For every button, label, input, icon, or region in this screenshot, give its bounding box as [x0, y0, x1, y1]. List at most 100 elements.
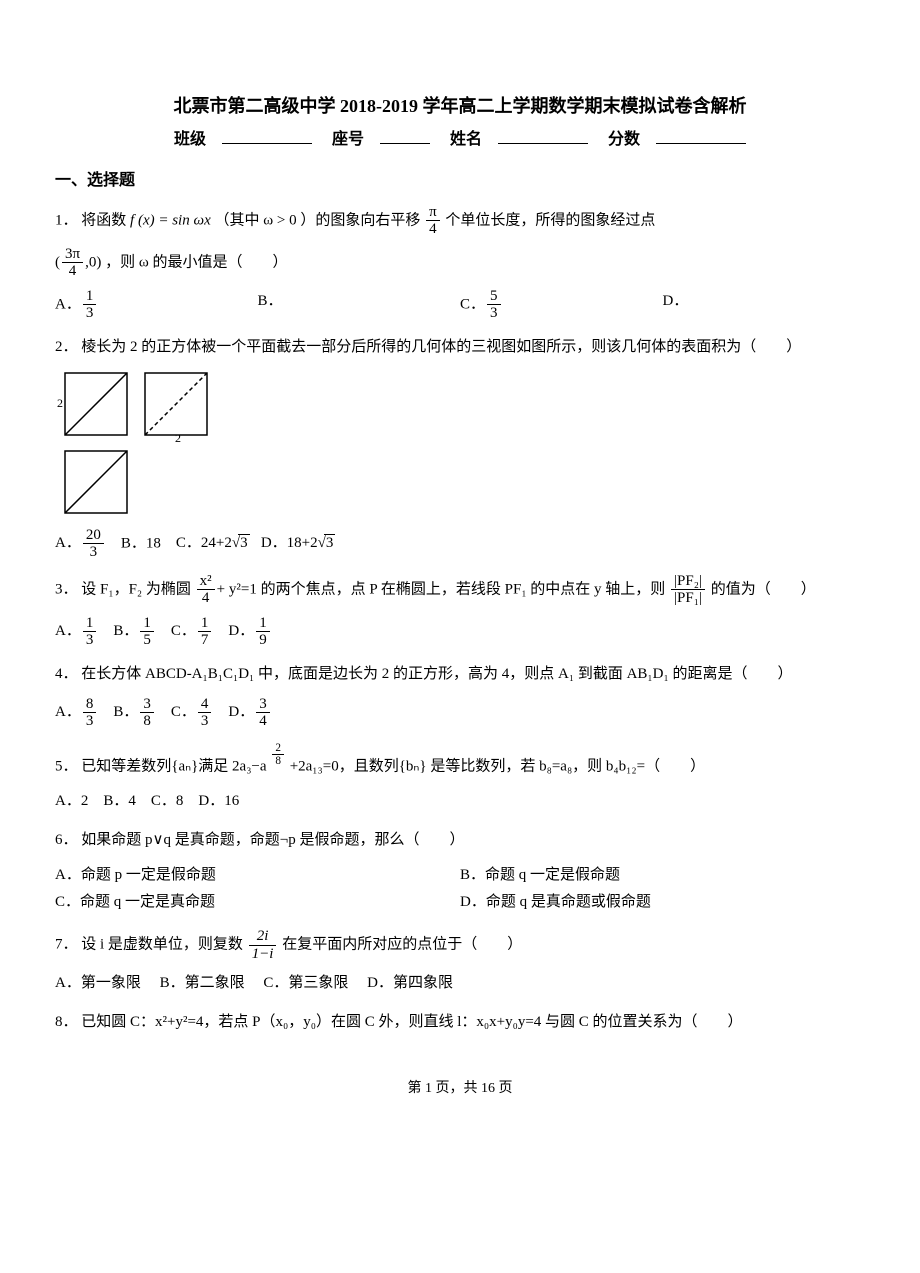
- q3-ell-rest: + y²=1: [217, 581, 257, 597]
- q2-opt-d: D．18+23: [261, 535, 336, 551]
- q3-opt-b: B．15: [113, 623, 156, 639]
- q5-sup-den: 8: [272, 755, 284, 767]
- name-blank[interactable]: [498, 127, 588, 144]
- question-1-line2: (3π4,0) ，则 ω 的最小值是（ ）: [55, 246, 865, 280]
- q5-opt-a: A．2: [55, 793, 88, 809]
- q4-c-den: 3: [198, 713, 212, 730]
- q8-body: 已知圆 C：x²+y²=4，若点 P（x₀，y₀）在圆 C 外，则直线 l：x₀…: [81, 1014, 742, 1030]
- q7-z-num: 2i: [249, 928, 277, 946]
- q6-opt-a: A．命题 p 一定是假命题: [55, 862, 460, 889]
- three-view-2: 2: [139, 369, 217, 443]
- q6-opt-c: C．命题 q 一定是真命题: [55, 889, 460, 916]
- q2-a-lbl: A．: [55, 535, 81, 551]
- q3-ratio-frac: |PF₂||PF₁|: [671, 573, 705, 607]
- q3-options: A．13 B．15 C．17 D．19: [55, 615, 865, 649]
- q3-d-lbl: D．: [228, 623, 254, 639]
- q8-num: 8．: [55, 1014, 78, 1030]
- question-6: 6． 如果命题 p∨q 是真命题，命题¬p 是假命题，那么（ ）: [55, 827, 865, 854]
- q2-c-sqrt: 3: [232, 530, 250, 557]
- q7-options: A．第一象限 B．第二象限 C．第三象限 D．第四象限: [55, 970, 865, 997]
- q2-d-val-a: 18+2: [287, 535, 318, 551]
- q1-fx: f (x) = sin ωx: [130, 212, 211, 228]
- q2-body: 棱长为 2 的正方体被一个平面截去一部分后所得的几何体的三视图如图所示，则该几何…: [81, 339, 801, 355]
- q5-sup-frac: 28: [272, 742, 284, 768]
- q3-a-num: 1: [83, 615, 97, 633]
- q1-c-frac: 53: [487, 288, 501, 322]
- q1-a-frac: 13: [83, 288, 97, 322]
- q2-opt-a: A．203: [55, 535, 106, 551]
- q1-shift-den: 4: [426, 221, 440, 238]
- q7-num: 7．: [55, 937, 78, 953]
- q4-c-lbl: C．: [171, 704, 196, 720]
- q1-c-den: 3: [487, 305, 501, 322]
- q3-b-num: 1: [140, 615, 154, 633]
- q1-opt-c: C．53: [460, 288, 663, 322]
- question-7: 7． 设 i 是虚数单位，则复数 2i1−i 在复平面内所对应的点位于（ ）: [55, 928, 865, 962]
- q2-three-views: 2 2: [55, 369, 865, 521]
- q4-c-num: 4: [198, 696, 212, 714]
- q6-options: A．命题 p 一定是假命题 B．命题 q 一定是假命题 C．命题 q 一定是真命…: [55, 862, 865, 916]
- q3-num: 3．: [55, 581, 78, 597]
- question-4: 4． 在长方体 ABCD‐A₁B₁C₁D₁ 中，底面是边长为 2 的正方形，高为…: [55, 661, 865, 688]
- question-5: 5． 已知等差数列{aₙ}满足 2a₃−a 28 +2a₁₃=0，且数列{bₙ}…: [55, 742, 865, 780]
- section-1-heading: 一、选择题: [55, 167, 865, 196]
- q1-opt-d: D．: [663, 288, 866, 322]
- q4-options: A．83 B．38 C．43 D．34: [55, 696, 865, 730]
- q2-c-val-a: 24+2: [201, 535, 232, 551]
- q3-b-den: 5: [140, 632, 154, 649]
- seat-blank[interactable]: [380, 127, 430, 144]
- q1-shift-frac: π4: [426, 204, 440, 238]
- question-8: 8． 已知圆 C：x²+y²=4，若点 P（x₀，y₀）在圆 C 外，则直线 l…: [55, 1009, 865, 1036]
- q2-options: A．203 B．18 C．24+23 D．18+23: [55, 527, 865, 561]
- q7-opt-c: C．第三象限: [263, 975, 348, 991]
- q3-opt-d: D．19: [228, 623, 271, 639]
- q1-text-a: 将函数: [81, 212, 130, 228]
- q1-text-b: （其中 ω > 0 ）的图象向右平移: [214, 212, 420, 228]
- q3-c-lbl: C．: [171, 623, 196, 639]
- q2-d-rad: 3: [324, 534, 336, 551]
- q3-body-a: 设 F₁，F₂ 为椭圆: [81, 581, 191, 597]
- class-blank[interactable]: [222, 127, 312, 144]
- q4-d-lbl: D．: [228, 704, 254, 720]
- q2-opt-b: B．18: [121, 535, 161, 551]
- q5-num: 5．: [55, 758, 78, 774]
- q7-opt-b: B．第二象限: [160, 975, 245, 991]
- seat-label: 座号: [332, 126, 364, 155]
- q2-b-val: 18: [146, 535, 161, 551]
- q7-body-b: 在复平面内所对应的点位于（ ）: [282, 937, 522, 953]
- q1-text-c: 个单位长度，所得的图象经过点: [445, 212, 655, 228]
- score-blank[interactable]: [656, 127, 746, 144]
- q2-a-den: 3: [83, 544, 104, 561]
- q1-shift-num: π: [426, 204, 440, 222]
- q1-opt-a: A．13: [55, 288, 258, 322]
- q3-ell-den: 4: [197, 590, 215, 607]
- q2-c-rad: 3: [238, 534, 250, 551]
- q3-b-lbl: B．: [113, 623, 138, 639]
- q1-text-d: ，则 ω 的最小值是（ ）: [105, 254, 287, 270]
- q4-a-num: 8: [83, 696, 97, 714]
- q4-opt-c: C．43: [171, 704, 214, 720]
- q6-body: 如果命题 p∨q 是真命题，命题¬p 是假命题，那么（ ）: [81, 832, 464, 848]
- score-label: 分数: [608, 126, 640, 155]
- q2-d-sqrt: 3: [318, 530, 336, 557]
- q1-pt-den: 4: [62, 263, 83, 280]
- three-view-1: 2: [55, 369, 133, 443]
- q2-a-num: 20: [83, 527, 104, 545]
- q3-d-num: 1: [256, 615, 270, 633]
- q7-z-frac: 2i1−i: [249, 928, 277, 962]
- q1-a-den: 3: [83, 305, 97, 322]
- q7-body-a: 设 i 是虚数单位，则复数: [81, 937, 243, 953]
- q2-a-frac: 203: [83, 527, 104, 561]
- q5-body-a: 已知等差数列{aₙ}满足 2a₃−a: [81, 758, 266, 774]
- q3-opt-a: A．13: [55, 623, 98, 639]
- q1-a-lbl: A．: [55, 296, 81, 312]
- q3-a-den: 3: [83, 632, 97, 649]
- q4-b-den: 8: [140, 713, 154, 730]
- question-1: 1． 将函数 f (x) = sin ωx （其中 ω > 0 ）的图象向右平移…: [55, 204, 865, 238]
- q4-a-lbl: A．: [55, 704, 81, 720]
- fig1-label-2: 2: [57, 396, 63, 410]
- q4-d-num: 3: [256, 696, 270, 714]
- q7-opt-d: D．第四象限: [367, 975, 453, 991]
- exam-title: 北票市第二高级中学 2018-2019 学年高二上学期数学期末模拟试卷含解析: [55, 90, 865, 122]
- q2-b-lbl: B．: [121, 535, 146, 551]
